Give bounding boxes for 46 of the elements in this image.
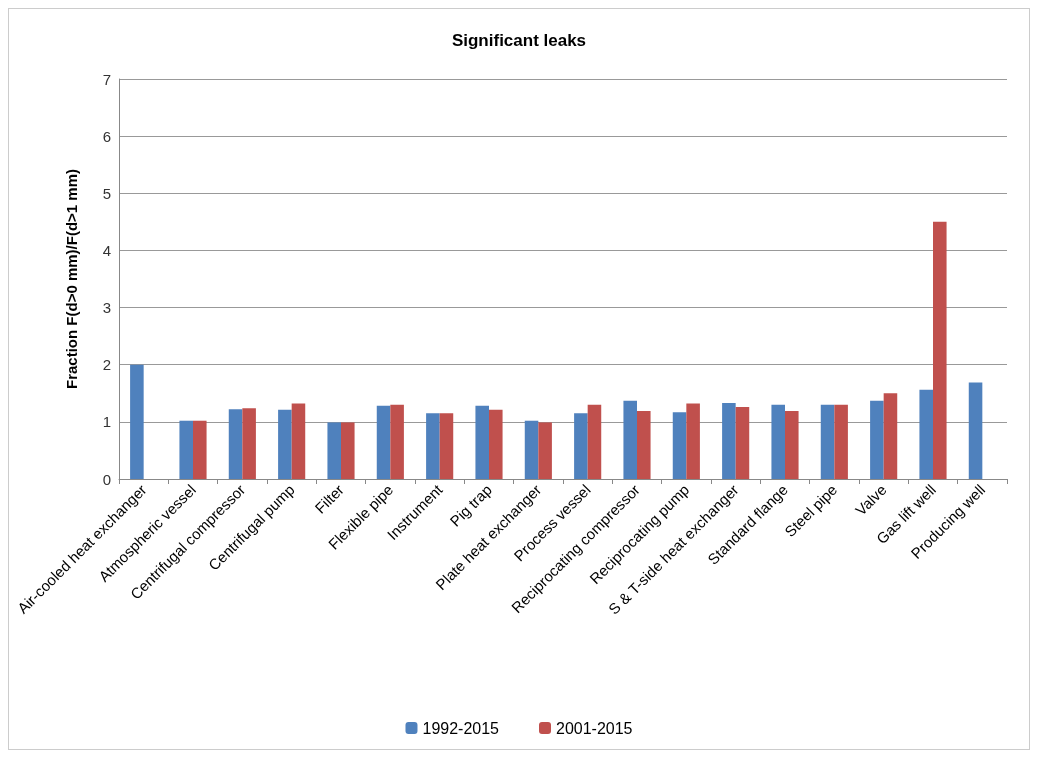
y-tick-label: 1 bbox=[102, 413, 111, 431]
bar bbox=[785, 411, 799, 479]
bar bbox=[623, 400, 637, 479]
bar bbox=[771, 404, 785, 479]
bar bbox=[291, 403, 306, 479]
legend-label: 1992-2015 bbox=[422, 719, 500, 737]
bar bbox=[193, 420, 207, 479]
bar bbox=[883, 393, 898, 479]
chart-title: Significant leaks bbox=[451, 31, 587, 50]
bar bbox=[870, 400, 884, 479]
bar bbox=[130, 364, 144, 479]
bar bbox=[820, 404, 835, 479]
bar bbox=[722, 403, 736, 479]
bar bbox=[489, 409, 503, 479]
bar bbox=[341, 422, 355, 479]
bar bbox=[524, 420, 539, 479]
y-tick-label: 5 bbox=[102, 184, 111, 202]
y-tick-label: 0 bbox=[102, 470, 111, 488]
y-tick-label: 3 bbox=[102, 299, 111, 317]
bar bbox=[278, 409, 292, 479]
bar bbox=[574, 413, 588, 479]
bar bbox=[228, 409, 243, 479]
bar bbox=[475, 405, 489, 479]
bar bbox=[968, 382, 983, 479]
bar bbox=[390, 404, 404, 479]
y-tick-label: 6 bbox=[102, 127, 111, 145]
bar bbox=[919, 389, 933, 479]
bar bbox=[686, 403, 700, 479]
bar bbox=[538, 422, 552, 479]
bar bbox=[587, 404, 602, 479]
bar bbox=[933, 221, 947, 479]
bar bbox=[426, 413, 440, 479]
bar bbox=[672, 412, 687, 479]
bar bbox=[439, 413, 454, 479]
bar bbox=[327, 422, 341, 479]
bar bbox=[376, 405, 391, 479]
y-tick-label: 7 bbox=[102, 70, 111, 88]
y-tick-label: 4 bbox=[102, 241, 111, 259]
bar bbox=[735, 407, 750, 479]
y-axis-title: Fraction F(d>0 mm)/F(d>1 mm) bbox=[63, 168, 80, 390]
bar bbox=[179, 420, 193, 479]
bar bbox=[242, 408, 256, 479]
bar bbox=[834, 404, 848, 479]
legend-label: 2001-2015 bbox=[556, 719, 633, 737]
bar bbox=[637, 411, 651, 479]
y-tick-label: 2 bbox=[102, 356, 111, 374]
